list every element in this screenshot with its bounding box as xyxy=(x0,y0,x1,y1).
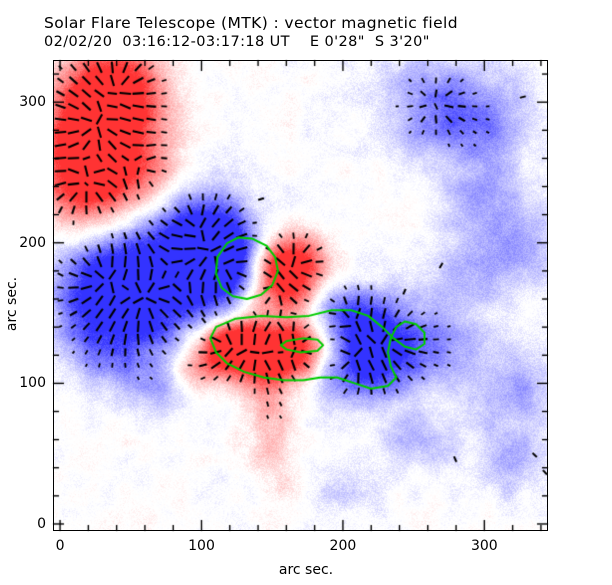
y-tick-label: 100 xyxy=(19,375,46,392)
y-tick-label: 0 xyxy=(37,515,46,532)
x-tick-label: 0 xyxy=(55,538,65,554)
x-tick-label: 300 xyxy=(470,538,498,554)
magnetogram-plot-area xyxy=(53,60,548,531)
x-tick-label: 200 xyxy=(329,538,357,554)
y-axis-title: arc sec. xyxy=(4,276,20,332)
figure-subtitle: 02/02/20 03:16:12-03:17:18 UT E 0'28" S … xyxy=(44,34,430,50)
y-tick-label: 200 xyxy=(19,234,46,251)
x-tick-label: 100 xyxy=(188,538,215,554)
figure-title: Solar Flare Telescope (MTK) : vector mag… xyxy=(44,14,458,32)
y-tick-label: 300 xyxy=(19,94,46,111)
magnetogram-canvas xyxy=(54,61,547,530)
figure-title-block: Solar Flare Telescope (MTK) : vector mag… xyxy=(44,14,584,51)
x-axis-title: arc sec. xyxy=(278,562,334,578)
